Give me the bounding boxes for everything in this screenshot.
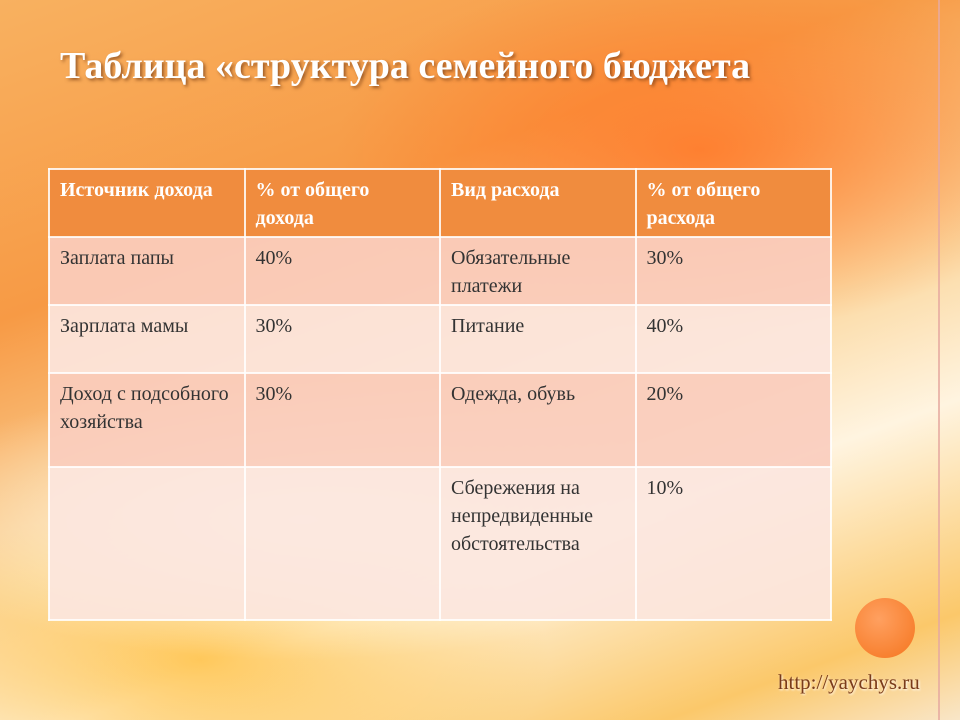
table-row: Зарплата мамы 30% Питание 40% (48, 304, 832, 374)
budget-table: Источник дохода% от общего дохода Вид рас… (48, 168, 832, 621)
table-cell: 30% (243, 304, 441, 374)
table-cell: Сбережения на непредвиденные обстоятельс… (439, 466, 637, 621)
table-cell: Заплата папы (48, 236, 246, 306)
frame-line (938, 0, 940, 720)
header-cell: % от общего дохода (243, 168, 441, 238)
decor-circle (855, 598, 915, 658)
table-cell: Одежда, обувь (439, 372, 637, 468)
table-cell: 20% (634, 372, 832, 468)
table-cell: 40% (634, 304, 832, 374)
empty-cell (48, 466, 246, 621)
table-cell: Обязательные платежи (439, 236, 637, 306)
table-cell: 30% (634, 236, 832, 306)
table-row: Доход с подсобного хозяйства 30% Одежда, о… (48, 372, 832, 468)
table-cell: Зарплата мамы (48, 304, 246, 374)
table-cell: 40% (243, 236, 441, 306)
table-cell: 30% (243, 372, 441, 468)
table-row: Заплата папы 40% Обязательные платежи 30% (48, 236, 832, 306)
table-cell: Доход с подсобного хозяйства (48, 372, 246, 468)
title: Таблица «структура семейного бюджета (60, 45, 751, 87)
footer-url: http://yaychys.ru (778, 670, 920, 694)
empty-cell (243, 466, 441, 621)
header-cell: Источник дохода (48, 168, 246, 238)
table-cell: 10% (634, 466, 832, 621)
header-row: Источник дохода% от общего дохода Вид рас… (48, 168, 832, 238)
table-row: Сбережения на непредвиденные обстоятельс… (48, 466, 832, 621)
header-cell: Вид расхода (439, 168, 637, 238)
header-cell: % от общего расхода (634, 168, 832, 238)
table-cell: Питание (439, 304, 637, 374)
